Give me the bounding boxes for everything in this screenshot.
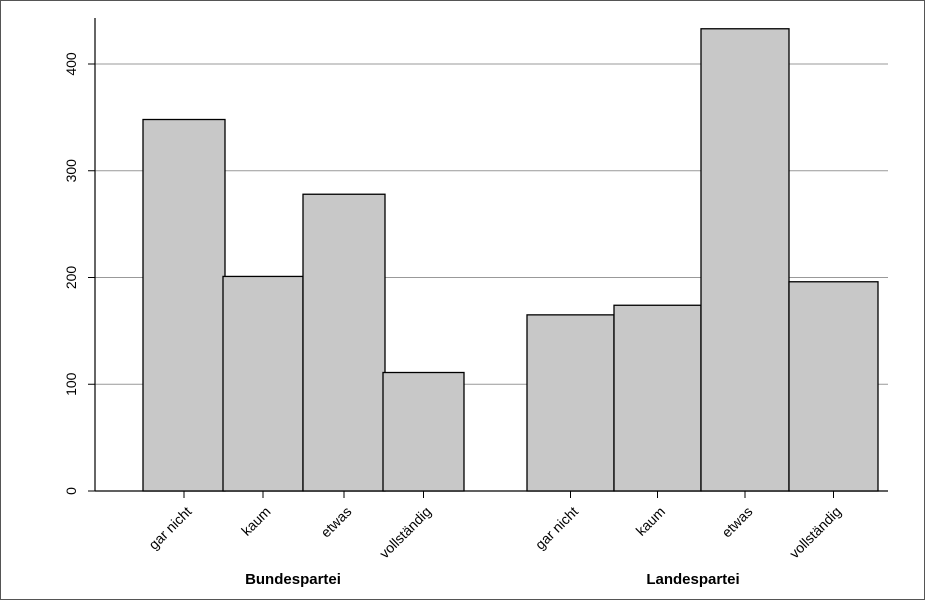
bar-landespartei-1 [613,304,702,492]
x-tick-label: kaum [633,503,669,539]
bar-landespartei-0 [526,314,615,492]
bar-bundespartei-0 [142,118,226,492]
bar-bundespartei-3 [382,371,465,492]
x-tick-label: gar nicht [145,503,194,552]
y-tick-label-300: 300 [63,159,79,183]
x-tick-label: gar nicht [532,503,581,552]
x-tick-label: vollständig [376,503,434,561]
bar-landespartei-2 [700,28,790,492]
x-tick-label: etwas [317,503,354,540]
x-tick-label: etwas [718,503,755,540]
x-tick-label: vollständig [786,503,844,561]
bar-bundespartei-1 [222,275,304,492]
group-label-landespartei: Landespartei [646,571,739,588]
y-tick-label-0: 0 [63,487,79,495]
bar-landespartei-3 [788,281,879,492]
x-tick-label: kaum [238,503,274,539]
bar-bundespartei-2 [302,193,386,492]
y-tick-label-100: 100 [63,372,79,396]
group-label-bundespartei: Bundespartei [245,571,341,588]
y-tick-label-400: 400 [63,52,79,76]
y-tick-label-200: 200 [63,266,79,290]
